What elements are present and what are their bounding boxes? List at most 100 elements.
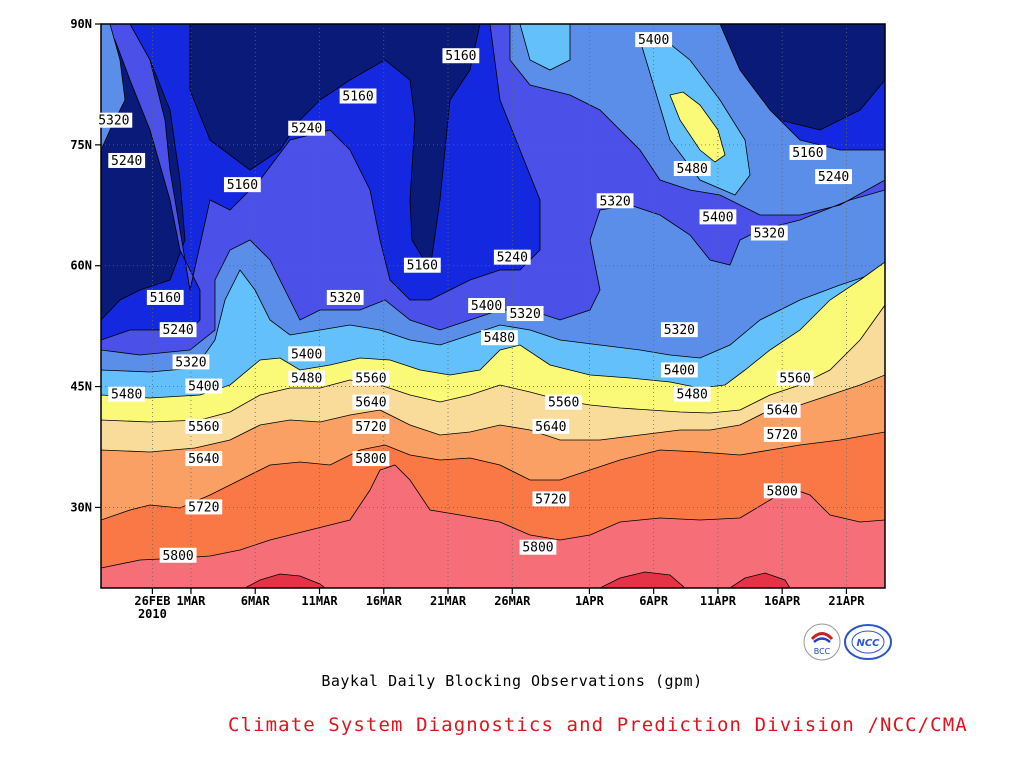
plot-frame xyxy=(100,23,886,589)
contour-label: 5160 xyxy=(150,291,181,306)
credit-line: Climate System Diagnostics and Predictio… xyxy=(228,714,968,736)
contour-label: 5320 xyxy=(175,355,206,370)
x-tick-label: 16APR xyxy=(764,594,801,608)
contour-label: 5320 xyxy=(509,307,540,322)
contour-label-box xyxy=(519,539,557,555)
contour-label-box xyxy=(185,499,223,515)
contour-label: 5320 xyxy=(98,114,129,129)
contour-label: 5240 xyxy=(818,170,849,185)
contour-label: 5480 xyxy=(484,331,515,346)
bcc-logo-text: BCC xyxy=(814,647,831,656)
contour-label: 5640 xyxy=(767,404,798,419)
contour-label-box xyxy=(352,370,390,386)
contour-label-box xyxy=(789,144,827,160)
contour-label: 5320 xyxy=(599,194,630,209)
contour-label: 5320 xyxy=(330,291,361,306)
contour-label-box xyxy=(673,386,711,402)
contour-label-box xyxy=(442,48,480,64)
x-tick-label: 26MAR xyxy=(494,594,531,608)
contour-label-box xyxy=(159,547,197,563)
contour-label-box xyxy=(352,451,390,467)
contour-label: 5640 xyxy=(355,396,386,411)
y-tick-label: 60N xyxy=(70,259,92,273)
contour-label: 5800 xyxy=(355,452,386,467)
y-tick-label: 90N xyxy=(70,17,92,31)
x-year-label: 2010 xyxy=(138,607,167,621)
contour-label: 5480 xyxy=(291,372,322,387)
contour-label: 5400 xyxy=(664,363,695,378)
contour-label: 5240 xyxy=(111,154,142,169)
contour-label: 5400 xyxy=(702,210,733,225)
contour-label: 5160 xyxy=(227,178,258,193)
contour-label: 5720 xyxy=(535,492,566,507)
x-tick-label: 21MAR xyxy=(430,594,467,608)
blocking-chart: 5160 5160 5160 5160 5160 5160 5240 5240 5240 5240… xyxy=(70,17,886,621)
contour-labels: 5160 5160 5160 5160 5160 5160 5240 5240 5240 5240… xyxy=(95,32,852,564)
contour-label-box xyxy=(326,289,364,305)
contour-label-box xyxy=(339,88,377,104)
contour-label-box xyxy=(776,370,814,386)
contour-label: 5240 xyxy=(497,251,528,266)
contour-label-box xyxy=(532,491,570,507)
contour-label-box xyxy=(185,378,223,394)
contour-label-box xyxy=(660,362,698,378)
grid-lines xyxy=(101,24,885,588)
contour-label-box xyxy=(223,177,261,193)
contour-label-box xyxy=(352,394,390,410)
contour-label-box xyxy=(481,330,518,346)
contour-label-box xyxy=(596,193,634,209)
contour-label-box xyxy=(185,451,223,467)
contour-label-box xyxy=(750,225,788,241)
contour-label-box xyxy=(352,418,390,434)
contour-label: 5480 xyxy=(677,388,708,403)
y-tick-label: 45N xyxy=(70,380,92,394)
x-tick-label: 1APR xyxy=(575,594,605,608)
contour-label: 5480 xyxy=(677,162,708,177)
chart-title: Baykal Daily Blocking Observations (gpm) xyxy=(321,672,703,690)
contour-label-box xyxy=(108,152,146,168)
contour-label: 5400 xyxy=(638,33,669,48)
contour-label: 5480 xyxy=(111,388,142,403)
contour-label-box xyxy=(108,386,146,402)
contour-label: 5560 xyxy=(548,396,579,411)
band-5880 xyxy=(101,464,885,588)
contour-label: 5160 xyxy=(445,49,476,64)
contour-label: 5320 xyxy=(754,226,785,241)
contour-label-box xyxy=(815,169,852,185)
contour-label-box xyxy=(545,394,583,410)
contour-label: 5400 xyxy=(471,299,502,314)
contour-label: 5560 xyxy=(779,372,810,387)
contour-label: 5240 xyxy=(291,122,322,137)
x-tick-label: 11APR xyxy=(700,594,737,608)
contour-label: 5320 xyxy=(664,323,695,338)
x-tick-label: 1MAR xyxy=(177,594,207,608)
contour-label-box xyxy=(763,402,801,418)
ncc-logo: NCC xyxy=(844,624,892,660)
contour-label-box xyxy=(468,298,505,313)
contour-label-box xyxy=(172,354,210,370)
contour-label-box xyxy=(763,483,801,499)
contour-label: 5560 xyxy=(188,420,219,435)
contour-label-box xyxy=(673,161,711,177)
contour-label-box xyxy=(288,346,326,362)
contour-label: 5240 xyxy=(162,323,193,338)
x-tick-label: 6APR xyxy=(639,594,669,608)
x-axis: 26FEB 1MAR 6MAR 11MAR 16MAR 21MAR 26MAR 1APR 6AP… xyxy=(134,588,865,621)
contour-label: 5560 xyxy=(355,372,386,387)
contour-label: 5800 xyxy=(162,549,193,564)
contour-label-box xyxy=(185,418,223,434)
contour-label-box xyxy=(660,322,698,338)
x-tick-label: 16MAR xyxy=(366,594,403,608)
contour-label: 5160 xyxy=(407,259,438,274)
contour-label: 5160 xyxy=(792,146,823,161)
contour-label: 5720 xyxy=(188,500,219,515)
contour-label-box xyxy=(699,209,737,225)
contour-label-box xyxy=(159,322,197,338)
x-tick-label: 21APR xyxy=(828,594,865,608)
contour-label-box xyxy=(532,418,570,434)
y-tick-label: 75N xyxy=(70,138,92,152)
x-tick-label: 6MAR xyxy=(241,594,271,608)
ncc-logo-text: NCC xyxy=(856,638,880,649)
contour-label-box xyxy=(403,257,441,273)
contour-label-box xyxy=(288,370,326,386)
